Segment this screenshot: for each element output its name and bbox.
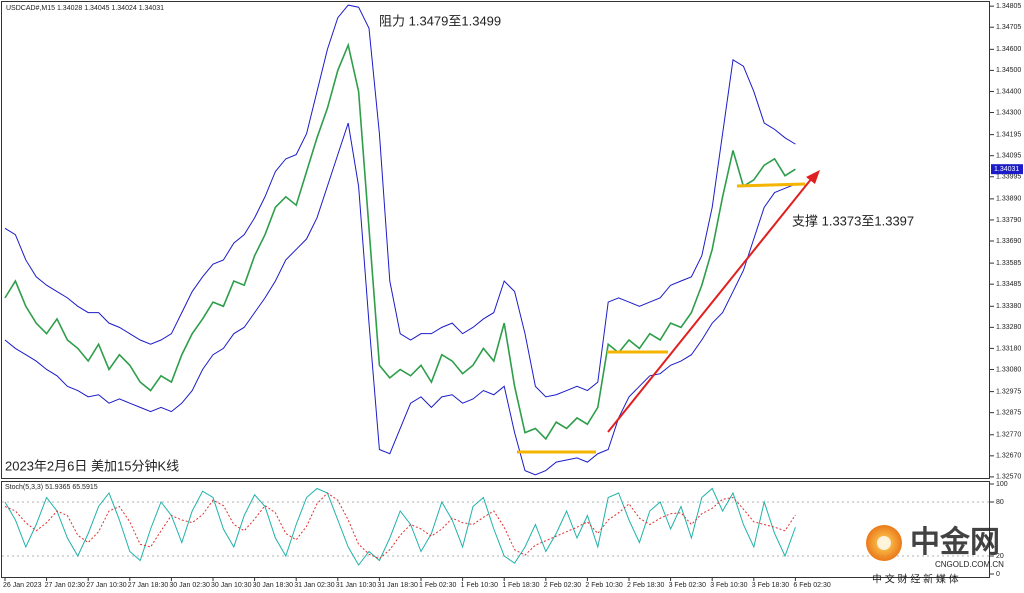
chart-header: USDCAD#,M15 1.34028 1.34045 1.34024 1.34… <box>6 5 164 12</box>
y-tick-label: 1.32570 <box>996 474 1021 481</box>
trend-arrow <box>607 177 813 433</box>
x-tick-label: 1 Feb 10:30 <box>461 582 498 589</box>
y-tick-label: 20 <box>996 553 1004 560</box>
stoch-plot: 100 80 20 0 26 Jan 2023 27 Jan 02:30 27 Jan 10… <box>2 481 1008 589</box>
x-tick-label: 31 Jan 02:30 <box>294 582 335 589</box>
y-tick-label: 1.33995 <box>996 174 1021 181</box>
y-tick-label: 1.33180 <box>996 345 1021 352</box>
x-tick-label: 30 Jan 18:30 <box>253 582 294 589</box>
y-tick-label: 1.33690 <box>996 238 1021 245</box>
y-tick-label: 1.34600 <box>996 46 1021 53</box>
price-marker <box>991 164 1023 175</box>
x-tick-label: 1 Feb 18:30 <box>502 582 539 589</box>
support-line <box>736 182 806 188</box>
y-tick-label: 1.33790 <box>996 217 1021 224</box>
annotation: 阻力 1.3479至1.3499 <box>379 13 501 28</box>
y-tick-label: 1.33485 <box>996 281 1021 288</box>
y-tick-label: 1.34300 <box>996 109 1021 116</box>
y-tick-label: 1.34095 <box>996 153 1021 160</box>
x-tick-label: 2 Feb 18:30 <box>627 582 664 589</box>
logo-center <box>877 536 891 550</box>
bollinger-band <box>4 122 796 476</box>
x-tick-label: 6 Feb 02:30 <box>793 582 830 589</box>
y-tick-label: 1.34400 <box>996 88 1021 95</box>
bollinger-band <box>4 4 796 398</box>
x-tick-label: 30 Jan 02:30 <box>169 582 210 589</box>
y-tick-label: 1.33080 <box>996 366 1021 373</box>
arrow-head <box>806 170 820 184</box>
current-price: 1.34031 <box>994 166 1019 173</box>
x-tick-label: 1 Feb 02:30 <box>419 582 456 589</box>
y-tick-label: 1.33890 <box>996 196 1021 203</box>
x-tick-label: 31 Jan 10:30 <box>336 582 377 589</box>
y-tick-label: 1.33280 <box>996 324 1021 331</box>
x-tick-label: 27 Jan 02:30 <box>45 582 86 589</box>
x-tick-label: 26 Jan 2023 <box>3 582 42 589</box>
y-tick-label: 1.32770 <box>996 432 1021 439</box>
y-tick-label: 1.33585 <box>996 260 1021 267</box>
y-tick-label: 100 <box>996 481 1008 488</box>
stoch-line <box>4 487 796 566</box>
x-tick-label: 27 Jan 10:30 <box>86 582 127 589</box>
x-tick-label: 2 Feb 10:30 <box>585 582 622 589</box>
y-tick-label: 0 <box>996 571 1000 578</box>
x-tick-label: 31 Jan 18:30 <box>377 582 418 589</box>
y-tick-label: 1.34500 <box>996 67 1021 74</box>
stoch-line <box>4 492 796 560</box>
x-tick-label: 30 Jan 10:30 <box>211 582 252 589</box>
watermark-site: CNGOLD.COM.CN <box>935 560 1004 569</box>
stoch-panel <box>1 481 990 578</box>
x-tick-label: 27 Jan 18:30 <box>128 582 169 589</box>
annotation: 2023年2月6日 美加15分钟K线 <box>5 458 179 473</box>
y-tick-label: 1.34705 <box>996 24 1021 31</box>
x-tick-label: 2 Feb 02:30 <box>544 582 581 589</box>
price-plot: 1.34805 1.34705 1.34600 1.34500 1.34400 1.343… <box>4 3 1023 481</box>
x-tick-label: 3 Feb 18:30 <box>752 582 789 589</box>
y-tick-label: 1.32975 <box>996 388 1021 395</box>
y-tick-label: 1.34195 <box>996 131 1021 138</box>
price-line <box>4 42 796 441</box>
annotation: 支撑 1.3373至1.3397 <box>792 213 914 228</box>
y-tick-label: 80 <box>996 499 1004 506</box>
y-tick-label: 1.32670 <box>996 453 1021 460</box>
y-tick-label: 1.34805 <box>996 3 1021 10</box>
x-tick-label: 3 Feb 02:30 <box>669 582 706 589</box>
watermark-slogan: 中 文 财 经 新 媒 体 <box>872 573 959 586</box>
watermark-brand: 中金网 <box>910 525 1000 559</box>
stoch-title: Stoch(5,3,3) 51.9365 65.5915 <box>5 484 98 491</box>
y-tick-label: 1.32875 <box>996 409 1021 416</box>
x-tick-label: 3 Feb 10:30 <box>710 582 747 589</box>
main-panel <box>1 1 990 479</box>
y-tick-label: 1.33380 <box>996 303 1021 310</box>
